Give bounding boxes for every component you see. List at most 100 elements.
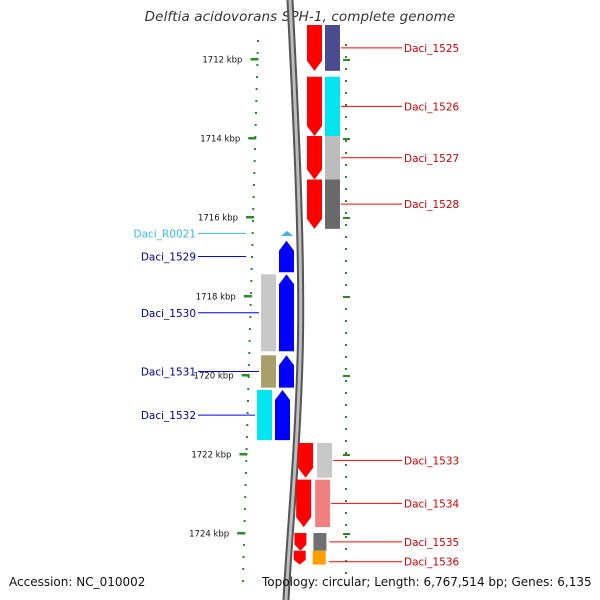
scale-dot: [345, 116, 347, 118]
scale-dot: [345, 524, 347, 526]
scale-tick-right: [343, 454, 350, 456]
scale-label: 1712 kbp: [202, 56, 242, 66]
scale-dot: [345, 392, 347, 394]
scale-dot: [245, 436, 248, 438]
cog-color-block: [315, 479, 331, 528]
reverse-gene-arrow: [279, 240, 294, 273]
scale-dot: [241, 580, 244, 582]
scale-dot: [345, 44, 347, 46]
scale-dot: [255, 100, 258, 102]
cog-color-block: [325, 25, 340, 71]
gene-label: Daci_R0021: [134, 228, 196, 240]
scale-dot: [345, 416, 347, 418]
scale-dot: [251, 232, 254, 234]
gene-label: Daci_1535: [404, 537, 459, 549]
genome-summary: Topology: circular; Length: 6,767,514 bp…: [262, 575, 592, 589]
gene-label: Daci_1529: [141, 252, 196, 264]
scale-dot: [249, 316, 252, 318]
scale-dot: [345, 236, 347, 238]
accession-label: Accession: NC_010002: [9, 575, 146, 589]
scale-dot: [345, 272, 347, 274]
scale-label: 1716 kbp: [198, 214, 238, 224]
scale-tick: [250, 58, 259, 61]
scale-dot: [345, 428, 347, 430]
scale-tick: [237, 532, 246, 535]
reverse-gene-arrow: [275, 390, 290, 441]
scale-tick: [243, 295, 252, 298]
scale-dot: [345, 56, 347, 58]
scale-dot: [254, 112, 257, 114]
scale-tick: [239, 453, 248, 456]
scale-dot: [248, 328, 251, 330]
forward-gene-arrow: [293, 550, 306, 565]
gene-label: Daci_1532: [141, 410, 196, 422]
scale-dot: [345, 536, 347, 538]
scale-dot: [255, 88, 258, 90]
scale-tick-right: [343, 375, 350, 377]
cog-color-block: [325, 179, 340, 229]
scale-dot: [345, 176, 347, 178]
scale-dot: [242, 544, 245, 546]
scale-dot: [345, 212, 347, 214]
scale-dot: [345, 584, 347, 586]
scale-tick-right: [343, 533, 350, 535]
gene-layer: [257, 25, 340, 565]
scale-dot: [345, 308, 347, 310]
scale-label: 1714 kbp: [200, 135, 240, 145]
scale-dot: [256, 52, 259, 54]
scale-dot: [345, 188, 347, 190]
scale-dot: [345, 380, 347, 382]
scale-dot: [252, 208, 255, 210]
scale-dot: [345, 452, 347, 454]
scale-label: 1724 kbp: [189, 530, 229, 540]
scale-tick: [246, 216, 255, 219]
genome-title: Delftia acidovorans SPH-1, complete geno…: [144, 9, 456, 25]
scale-dot: [345, 284, 347, 286]
scale-dot: [345, 464, 347, 466]
gene-label: Daci_1530: [141, 308, 196, 320]
scale-tick-right: [343, 138, 350, 140]
scale-dot: [248, 352, 251, 354]
scale-dot: [345, 548, 347, 550]
scale-dot: [345, 140, 347, 142]
gene-label: Daci_1536: [404, 557, 460, 569]
scale-dot: [242, 556, 245, 558]
forward-gene-arrow: [296, 479, 312, 528]
scale-dot: [345, 512, 347, 514]
gene-label: Daci_1525: [404, 43, 459, 55]
scale-dot: [345, 572, 347, 574]
scale-dot: [247, 388, 250, 390]
forward-gene-arrow: [298, 442, 314, 478]
scale-dot: [345, 128, 347, 130]
scale-dot: [257, 40, 259, 42]
reverse-gene-arrow: [279, 274, 294, 352]
scale-dot: [246, 412, 249, 414]
scale-dot: [345, 500, 347, 502]
scale-dot: [345, 68, 347, 70]
scale-dot: [246, 400, 249, 402]
scale-tick: [248, 137, 257, 140]
gene-label: Daci_1527: [404, 153, 459, 165]
scale-dot: [250, 268, 253, 270]
scale-dot: [256, 64, 259, 66]
scale-dot: [345, 332, 347, 334]
rna-gene-arrow: [281, 230, 293, 236]
scale-dot: [244, 484, 247, 486]
scale-dot: [255, 76, 258, 78]
scale-dot: [345, 404, 347, 406]
gene-label: Daci_1533: [404, 455, 459, 467]
scale-dot: [253, 148, 256, 150]
scale-dot: [248, 340, 251, 342]
scale-tick-right: [343, 296, 350, 298]
label-layer: Daci_1525 Daci_1526 Daci_1527 Daci_1528 Daci…: [134, 43, 460, 569]
cog-color-block: [313, 533, 327, 551]
forward-gene-arrow: [307, 76, 322, 137]
scale-dot: [345, 224, 347, 226]
reverse-gene-arrow: [279, 355, 294, 388]
cog-color-block: [325, 76, 340, 137]
scale-dot: [345, 488, 347, 490]
scale-tick-right: [343, 217, 350, 219]
scale-dot: [345, 248, 347, 250]
cog-color-block: [261, 355, 276, 388]
